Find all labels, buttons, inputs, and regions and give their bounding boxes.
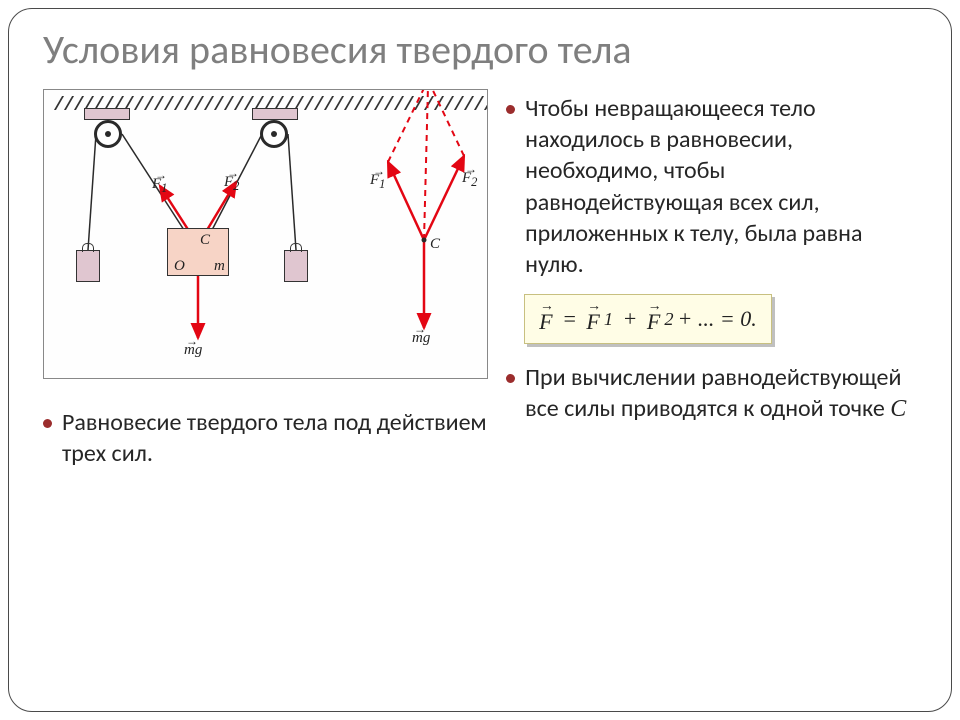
formula-container: →F = →F1 + →F2 + ... = 0.	[524, 294, 917, 344]
column-left: →F1 →F2 C O m →mg →F1 →F2 C →mg Равновес…	[43, 89, 488, 685]
bullet-icon	[506, 105, 515, 114]
label-C-left: C	[200, 232, 210, 249]
weight-right	[284, 250, 308, 282]
label-F2-right: →F2	[462, 170, 477, 190]
slide-frame: Условия равновесия твердого тела	[8, 8, 952, 712]
right-bullet-2-text: При вычислении равнодействующей все силы…	[525, 362, 917, 425]
sum-of-forces-formula: →F = →F1 + →F2 + ... = 0.	[524, 294, 772, 344]
label-F2-left: →F2	[224, 174, 239, 194]
left-caption-text: Равновесие твердого тела под действием т…	[62, 407, 488, 469]
right-bullet-1-text: Чтобы невращающееся тело находилось в ра…	[525, 93, 917, 280]
right-bullet-2: При вычислении равнодействующей все силы…	[506, 362, 917, 425]
equilibrium-diagram: →F1 →F2 C O m →mg →F1 →F2 C →mg	[43, 89, 488, 379]
label-F1-left: →F1	[152, 176, 167, 196]
label-O: O	[174, 258, 185, 275]
weight-left	[76, 250, 100, 282]
label-m: m	[214, 258, 225, 275]
label-mg-left: →mg	[184, 342, 202, 359]
column-right: Чтобы невращающееся тело находилось в ра…	[506, 89, 917, 685]
label-mg-right: →mg	[412, 330, 430, 347]
page-title: Условия равновесия твердого тела	[43, 27, 917, 73]
label-C-right: C	[430, 236, 440, 253]
bullet-icon	[43, 419, 52, 428]
content-columns: →F1 →F2 C O m →mg →F1 →F2 C →mg Равновес…	[43, 89, 917, 685]
left-caption-bullet: Равновесие твердого тела под действием т…	[43, 407, 488, 469]
label-F1-right: →F1	[370, 172, 385, 192]
right-bullet-1: Чтобы невращающееся тело находилось в ра…	[506, 93, 917, 280]
bullet-icon	[506, 374, 515, 383]
